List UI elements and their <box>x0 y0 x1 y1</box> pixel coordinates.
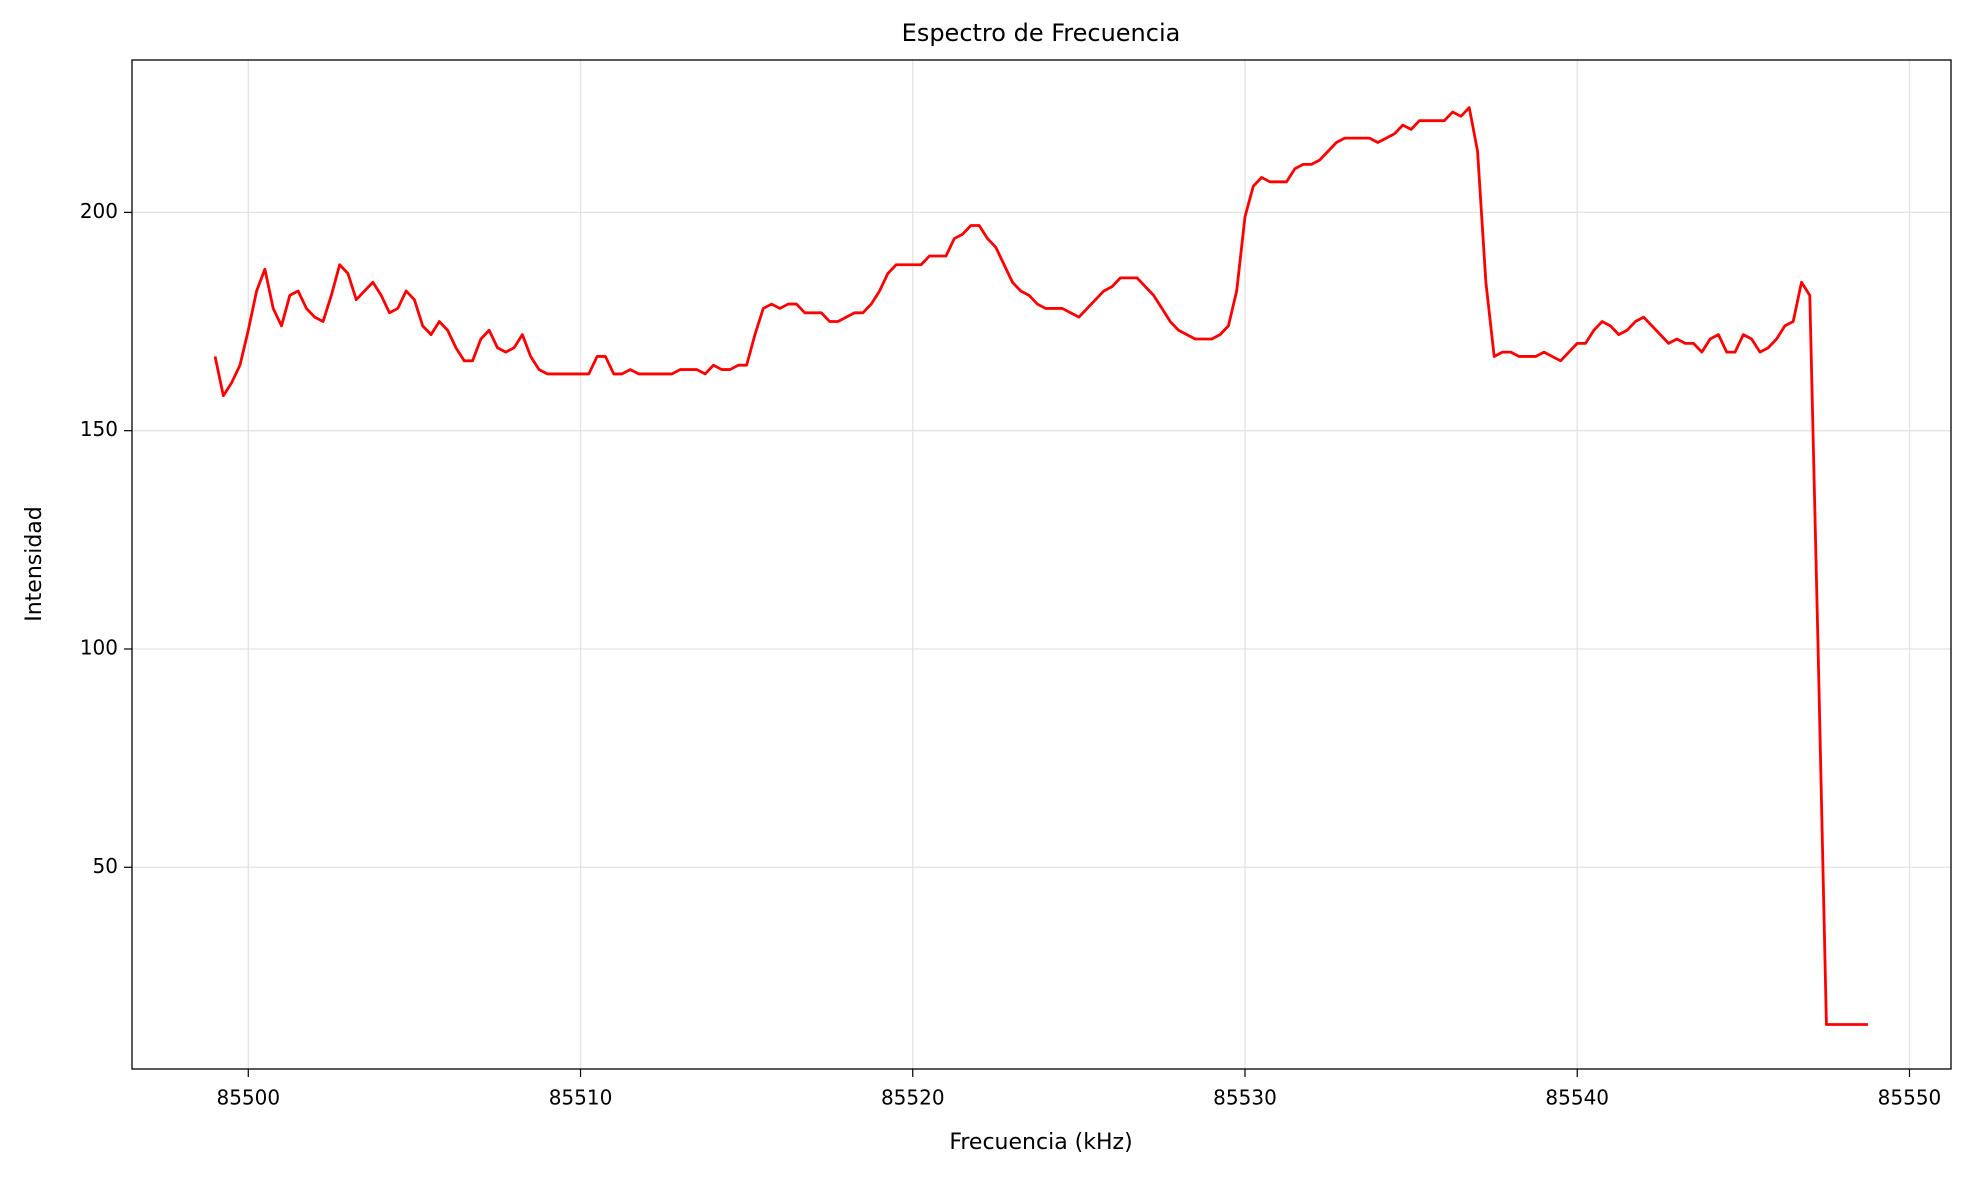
chart-title: Espectro de Frecuencia <box>902 19 1181 47</box>
y-axis-label: Intensidad <box>22 506 47 622</box>
y-tick-label: 100 <box>80 635 118 659</box>
x-tick-label: 85550 <box>1878 1086 1942 1110</box>
x-tick-label: 85540 <box>1545 1086 1609 1110</box>
y-tick-label: 150 <box>80 417 118 441</box>
x-tick-label: 85520 <box>881 1086 945 1110</box>
x-tick-label: 85510 <box>549 1086 613 1110</box>
y-tick-label: 200 <box>80 199 118 223</box>
x-tick-label: 85500 <box>216 1086 280 1110</box>
x-axis-label: Frecuencia (kHz) <box>949 1130 1132 1155</box>
x-tick-label: 85530 <box>1213 1086 1277 1110</box>
plot-frame <box>131 59 1952 1070</box>
y-tick-label: 50 <box>93 854 118 878</box>
data-line <box>213 106 1868 1026</box>
